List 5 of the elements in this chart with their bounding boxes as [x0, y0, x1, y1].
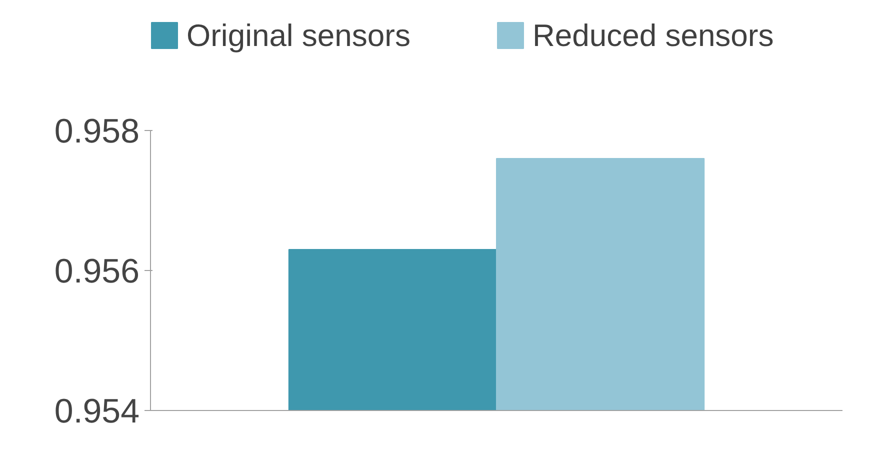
y-tick-label: 0.958 — [54, 112, 140, 150]
y-tick-label: 0.954 — [54, 392, 140, 430]
legend-label: Original sensors — [186, 18, 410, 53]
legend-label: Reduced sensors — [532, 18, 774, 53]
y-tick-label: 0.956 — [54, 252, 140, 290]
